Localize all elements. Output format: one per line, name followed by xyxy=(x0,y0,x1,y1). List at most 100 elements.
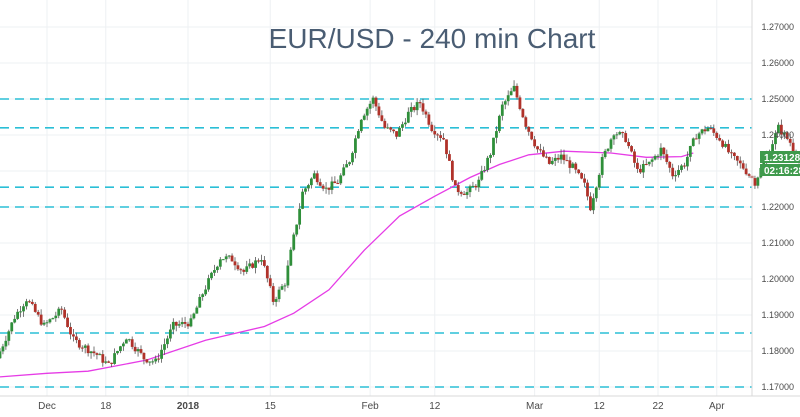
candle-up xyxy=(210,272,213,279)
candle-up xyxy=(292,234,296,250)
candle-up xyxy=(309,178,313,186)
candle-down xyxy=(239,269,243,271)
candle-up xyxy=(362,115,366,120)
candle-up xyxy=(307,185,310,189)
candle-up xyxy=(571,163,575,168)
candle-up xyxy=(277,289,281,300)
candle-up xyxy=(653,156,657,160)
candle-up xyxy=(345,164,349,168)
x-tick-label: 22 xyxy=(652,401,664,412)
candle-down xyxy=(712,128,716,133)
candle-up xyxy=(136,349,140,352)
candle-down xyxy=(524,117,528,127)
y-tick-label: 1.22000 xyxy=(761,202,794,212)
candle-down xyxy=(80,347,84,349)
candle-down xyxy=(271,286,275,302)
candle-down xyxy=(69,326,72,335)
candle-up xyxy=(163,344,166,350)
candle-down xyxy=(568,160,572,168)
candle-up xyxy=(195,307,199,314)
candle-up xyxy=(127,339,131,341)
candle-up xyxy=(782,132,786,135)
candle-up xyxy=(57,308,61,316)
candle-down xyxy=(439,135,443,138)
candle-down xyxy=(86,345,90,354)
candle-down xyxy=(95,353,99,355)
candle-up xyxy=(503,101,507,105)
candle-down xyxy=(63,309,67,318)
candle-up xyxy=(304,188,307,192)
candle-up xyxy=(1,346,5,352)
candle-down xyxy=(788,138,792,143)
candle-up xyxy=(368,103,372,109)
candle-up xyxy=(495,131,498,138)
candle-down xyxy=(683,165,686,167)
y-tick-label: 1.27000 xyxy=(761,22,794,32)
candle-down xyxy=(671,167,675,177)
candle-down xyxy=(662,147,666,155)
candle-down xyxy=(30,301,34,304)
candle-down xyxy=(718,138,722,141)
candle-up xyxy=(298,208,302,225)
candle-down xyxy=(421,103,425,112)
candle-down xyxy=(747,174,751,176)
candle-up xyxy=(468,186,472,193)
candle-down xyxy=(574,163,578,170)
candle-up xyxy=(647,161,651,165)
candle-up xyxy=(245,266,249,272)
candle-up xyxy=(116,351,119,354)
candle-down xyxy=(186,323,190,327)
candle-down xyxy=(779,124,783,135)
candle-down xyxy=(544,156,548,158)
candle-down xyxy=(377,106,381,116)
candle-down xyxy=(453,180,457,186)
candle-down xyxy=(536,146,539,150)
candle-down xyxy=(450,160,454,181)
candle-up xyxy=(354,138,357,153)
candle-up xyxy=(553,157,557,161)
candle-down xyxy=(233,261,237,266)
candle-up xyxy=(774,133,777,145)
candle-up xyxy=(465,192,469,195)
y-tick-label: 1.18000 xyxy=(761,346,794,356)
candle-down xyxy=(583,178,586,183)
candle-down xyxy=(436,134,440,136)
candle-up xyxy=(0,351,2,359)
candle-up xyxy=(615,134,619,136)
candle-up xyxy=(356,131,360,139)
candle-down xyxy=(721,140,725,147)
candle-down xyxy=(92,351,96,354)
candle-up xyxy=(168,329,172,339)
candle-down xyxy=(547,156,551,164)
candle-down xyxy=(791,142,795,152)
candle-down xyxy=(251,263,255,268)
candle-up xyxy=(283,285,287,287)
candle-up xyxy=(151,361,155,363)
candle-down xyxy=(556,157,560,160)
candle-down xyxy=(427,114,431,125)
candle-up xyxy=(330,181,334,190)
candle-down xyxy=(380,115,384,121)
x-tick-label: 15 xyxy=(265,401,277,412)
candle-up xyxy=(48,319,52,323)
candle-down xyxy=(130,339,134,347)
candle-down xyxy=(694,138,698,140)
candle-up xyxy=(591,198,595,211)
candle-up xyxy=(204,289,208,295)
candle-up xyxy=(45,322,49,324)
candle-up xyxy=(777,124,780,134)
candle-up xyxy=(386,127,390,129)
candle-down xyxy=(732,152,736,157)
candle-up xyxy=(198,296,202,308)
candle-down xyxy=(665,154,669,162)
candle-up xyxy=(724,143,727,147)
candle-up xyxy=(189,318,193,327)
x-tick-label: 18 xyxy=(100,401,112,412)
candle-down xyxy=(474,185,478,188)
candle-up xyxy=(756,177,760,186)
candle-down xyxy=(530,131,534,140)
candle-up xyxy=(685,156,689,167)
candle-up xyxy=(192,313,196,319)
candle-up xyxy=(609,139,613,149)
